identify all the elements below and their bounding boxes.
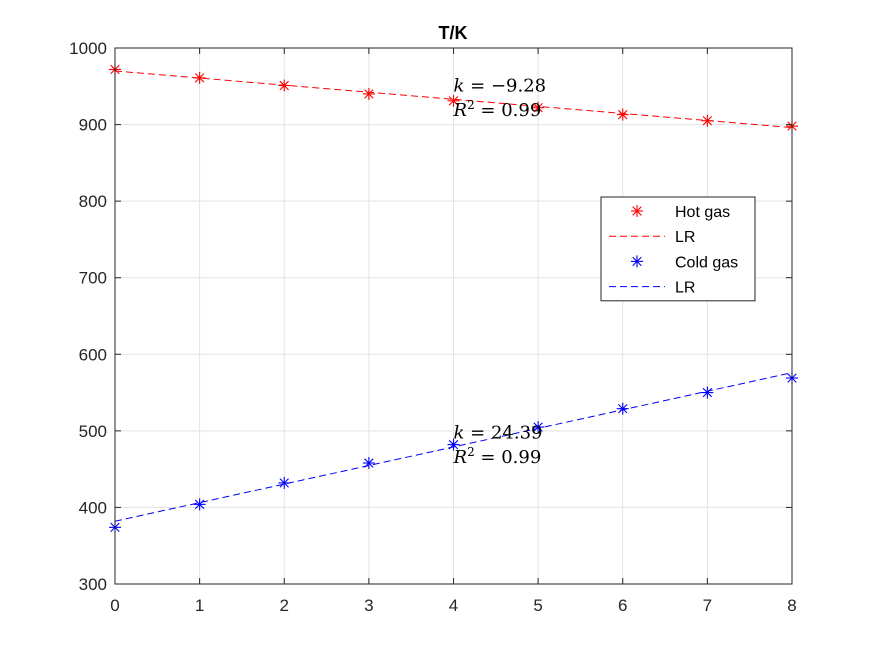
x-tick-label: 2 bbox=[280, 596, 289, 615]
chart-title: T/K bbox=[439, 23, 468, 43]
data-point bbox=[362, 87, 375, 100]
legend-marker-swatch bbox=[631, 255, 643, 268]
data-point bbox=[447, 94, 460, 107]
regression-line-1 bbox=[114, 70, 793, 129]
fit-annotation: k = −9.28 bbox=[454, 76, 547, 97]
data-point bbox=[532, 101, 545, 114]
x-tick-label: 4 bbox=[449, 596, 458, 615]
regression-line-3 bbox=[114, 372, 793, 522]
fit-annotation: R2 = 0.99 bbox=[453, 445, 542, 468]
y-tick-label: 800 bbox=[79, 192, 107, 211]
legend-label: Hot gas bbox=[675, 204, 730, 221]
y-tick-label: 400 bbox=[79, 498, 107, 517]
scatter-series-2 bbox=[109, 372, 798, 534]
legend-item: Cold gas bbox=[631, 254, 738, 271]
x-tick-label: 1 bbox=[195, 596, 204, 615]
data-point bbox=[616, 108, 629, 121]
series-layer bbox=[109, 63, 798, 534]
x-tick-label: 0 bbox=[110, 596, 119, 615]
legend-item: LR bbox=[609, 229, 695, 246]
legend: Hot gas LR Cold gas LR bbox=[600, 196, 756, 302]
legend-label: Cold gas bbox=[675, 254, 738, 271]
data-point bbox=[532, 421, 545, 434]
data-point bbox=[193, 498, 206, 511]
fit-annotation: k = 24.39 bbox=[454, 422, 543, 443]
grid-lines bbox=[115, 48, 792, 584]
axis-ticks: 0 1 2 3 4 5 6 7 8 300 400 500 600 700 800 900 1000 bbox=[69, 39, 797, 615]
data-point bbox=[362, 457, 375, 470]
x-tick-label: 8 bbox=[787, 596, 796, 615]
x-tick-label: 6 bbox=[618, 596, 627, 615]
fit-annotation: R2 = 0.99 bbox=[453, 98, 542, 121]
y-tick-label: 500 bbox=[79, 422, 107, 441]
x-tick-label: 5 bbox=[533, 596, 542, 615]
legend-box bbox=[600, 196, 756, 302]
legend-item: Hot gas bbox=[631, 204, 730, 221]
legend-label: LR bbox=[675, 229, 695, 246]
x-tick-label: 7 bbox=[703, 596, 712, 615]
y-tick-label: 700 bbox=[79, 269, 107, 288]
y-tick-label: 300 bbox=[79, 575, 107, 594]
data-point bbox=[701, 386, 714, 399]
y-tick-label: 600 bbox=[79, 345, 107, 364]
x-tick-label: 3 bbox=[364, 596, 373, 615]
data-point bbox=[616, 402, 629, 415]
legend-item: LR bbox=[609, 280, 695, 297]
y-tick-label: 900 bbox=[79, 116, 107, 135]
legend-marker-swatch bbox=[631, 205, 643, 217]
y-tick-label: 1000 bbox=[69, 39, 107, 58]
legend-label: LR bbox=[675, 280, 695, 297]
